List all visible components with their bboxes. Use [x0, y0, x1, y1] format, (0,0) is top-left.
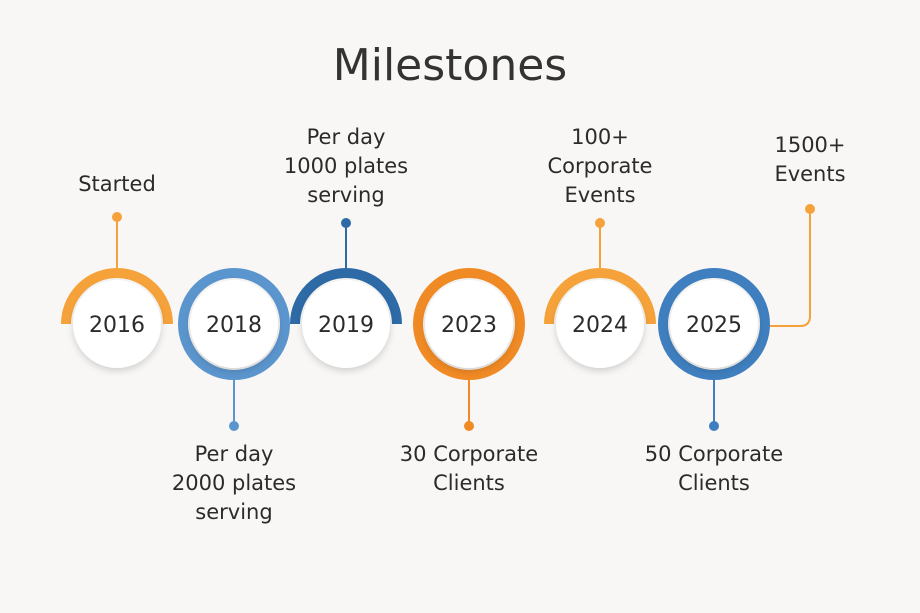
milestone-ring	[658, 268, 770, 380]
extra-milestone: 1500+ Events	[770, 133, 846, 327]
milestone-arc	[290, 268, 402, 325]
year-disc	[425, 280, 513, 368]
milestone-label-line: 30 Corporate	[400, 442, 538, 466]
milestone-label-line: Started	[78, 172, 156, 196]
extra-label-line: 1500+	[774, 133, 845, 157]
connector-dot	[229, 421, 239, 431]
milestone-2016: 2016 Started	[61, 172, 173, 368]
year-disc	[556, 280, 644, 368]
year-label: 2016	[89, 313, 145, 338]
year-disc	[670, 280, 758, 368]
milestone-arc	[61, 268, 173, 325]
milestone-label-line: 50 Corporate	[645, 442, 783, 466]
milestone-2023: 2023 30 Corporate Clients	[400, 268, 538, 495]
year-label: 2019	[318, 313, 374, 338]
milestone-2018: 2018 Per day 2000 plates serving	[172, 268, 296, 524]
milestone-2025: 2025 50 Corporate Clients	[645, 268, 783, 495]
extra-label-line: Events	[774, 162, 845, 186]
page-title: Milestones	[333, 40, 567, 91]
milestone-label-line: 100+	[571, 125, 629, 149]
milestone-label-line: 2000 plates	[172, 471, 296, 495]
milestone-label-line: serving	[195, 500, 272, 524]
milestone-arc	[544, 268, 656, 325]
connector-dot	[709, 421, 719, 431]
connector-dot	[464, 421, 474, 431]
connector-dot	[595, 218, 605, 228]
milestone-ring	[413, 268, 525, 380]
milestone-label-line: serving	[307, 183, 384, 207]
milestone-ring	[178, 268, 290, 380]
milestone-2019: 2019 Per day 1000 plates serving	[284, 125, 408, 368]
milestone-label-line: Clients	[678, 471, 750, 495]
extra-connector-line	[770, 209, 811, 327]
year-label: 2023	[441, 313, 497, 338]
milestone-label-line: Clients	[433, 471, 505, 495]
milestone-label-line: 1000 plates	[284, 154, 408, 178]
milestone-label-line: Per day	[307, 125, 386, 149]
year-label: 2018	[206, 313, 262, 338]
milestone-label-line: Per day	[195, 442, 274, 466]
connector-dot	[112, 212, 122, 222]
milestone-label-line: Corporate	[548, 154, 653, 178]
milestone-2024: 2024 100+ Corporate Events	[544, 125, 656, 368]
year-disc	[302, 280, 390, 368]
year-label: 2025	[686, 313, 742, 338]
connector-dot	[341, 218, 351, 228]
year-label: 2024	[572, 313, 628, 338]
milestone-nodes: 2016 Started 2018 Per day 2000 plates serving…	[61, 125, 783, 524]
year-disc	[73, 280, 161, 368]
year-disc	[190, 280, 278, 368]
extra-connector-dot	[805, 204, 815, 214]
milestone-label-line: Events	[564, 183, 635, 207]
